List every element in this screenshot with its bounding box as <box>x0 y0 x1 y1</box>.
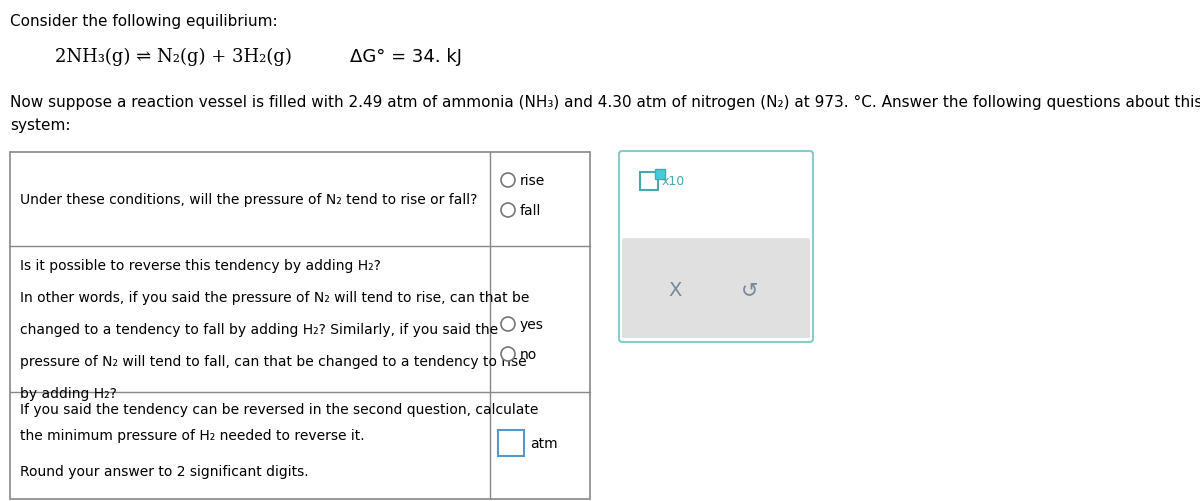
Circle shape <box>502 174 515 188</box>
Text: x10: x10 <box>662 175 685 188</box>
Text: Consider the following equilibrium:: Consider the following equilibrium: <box>10 14 277 29</box>
Text: 2NH₃(g) ⇌ N₂(g) + 3H₂(g): 2NH₃(g) ⇌ N₂(g) + 3H₂(g) <box>55 48 292 66</box>
Text: rise: rise <box>520 174 545 188</box>
Text: no: no <box>520 347 538 361</box>
Text: X: X <box>668 280 682 299</box>
Text: pressure of N₂ will tend to fall, can that be changed to a tendency to rise: pressure of N₂ will tend to fall, can th… <box>20 354 527 368</box>
Text: by adding H₂?: by adding H₂? <box>20 386 116 400</box>
Circle shape <box>502 203 515 217</box>
Text: fall: fall <box>520 203 541 217</box>
Bar <box>655 170 665 180</box>
Text: Is it possible to reverse this tendency by adding H₂?: Is it possible to reverse this tendency … <box>20 259 380 273</box>
Text: If you said the tendency can be reversed in the second question, calculate: If you said the tendency can be reversed… <box>20 402 539 416</box>
Text: the minimum pressure of H₂ needed to reverse it.: the minimum pressure of H₂ needed to rev… <box>20 428 365 442</box>
Text: ΔG° = 34. kJ: ΔG° = 34. kJ <box>350 48 462 66</box>
Circle shape <box>502 347 515 361</box>
Text: atm: atm <box>530 436 558 450</box>
Bar <box>640 173 658 190</box>
Bar <box>498 430 524 456</box>
Text: Under these conditions, will the pressure of N₂ tend to rise or fall?: Under these conditions, will the pressur… <box>20 192 478 206</box>
Circle shape <box>502 317 515 331</box>
Text: yes: yes <box>520 317 544 331</box>
Text: changed to a tendency to fall by adding H₂? Similarly, if you said the: changed to a tendency to fall by adding … <box>20 322 498 336</box>
Text: ↺: ↺ <box>742 280 758 300</box>
Bar <box>10 153 590 499</box>
Text: system:: system: <box>10 118 71 133</box>
FancyBboxPatch shape <box>619 152 814 342</box>
Text: Round your answer to 2 significant digits.: Round your answer to 2 significant digit… <box>20 464 308 478</box>
Text: In other words, if you said the pressure of N₂ will tend to rise, can that be: In other words, if you said the pressure… <box>20 291 529 305</box>
FancyBboxPatch shape <box>622 238 810 338</box>
Text: Now suppose a reaction vessel is filled with 2.49 atm of ammonia (NH₃) and 4.30 : Now suppose a reaction vessel is filled … <box>10 95 1200 110</box>
